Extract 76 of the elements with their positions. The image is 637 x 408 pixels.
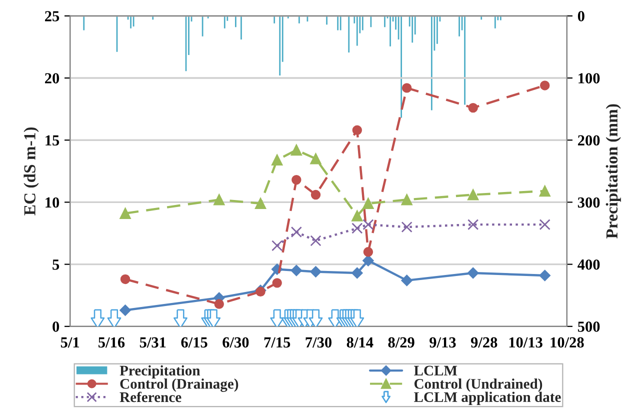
point	[120, 274, 130, 284]
x-tick-label: 7/30	[306, 337, 332, 348]
point	[402, 83, 412, 93]
point	[120, 304, 131, 316]
point	[401, 194, 412, 206]
point	[272, 278, 282, 288]
point	[292, 174, 302, 185]
legend-label: Control (Undrained)	[414, 378, 542, 392]
point	[352, 222, 363, 234]
point	[107, 309, 122, 326]
y-tick-label: 15	[46, 135, 60, 146]
y-tick-label: 5	[52, 260, 60, 270]
x-tick-label: 10/13	[509, 337, 542, 348]
point	[362, 198, 374, 210]
y2-axis-title: Precipitation (mm)	[606, 104, 621, 239]
legend-label: Control (Drainage)	[120, 378, 238, 392]
y-tick-label: 0	[52, 322, 60, 332]
point	[468, 219, 479, 230]
legend-label: Precipitation	[120, 365, 200, 379]
y-tick-label: 20	[45, 73, 60, 84]
point	[214, 299, 224, 309]
point	[272, 240, 283, 252]
legend-label: LCLM application date	[414, 392, 561, 405]
point	[174, 309, 188, 326]
x-tick-label: 5/16	[98, 337, 125, 348]
point	[290, 226, 302, 238]
point	[310, 190, 321, 200]
point	[310, 235, 322, 246]
point	[352, 267, 363, 279]
point	[308, 309, 323, 326]
point	[401, 221, 412, 233]
point	[467, 267, 479, 279]
y-tick-label: 25	[45, 11, 60, 22]
x-tick-label: 9/28	[470, 337, 498, 348]
x-tick-label: 10/28	[550, 337, 584, 348]
point	[468, 102, 478, 113]
y-axis-title: EC (dS m-1)	[24, 127, 39, 216]
x-tick-label: 8/29	[388, 337, 414, 348]
x-tick-label: 6/30	[222, 337, 249, 348]
point	[206, 309, 221, 326]
y2-tick-label: 300	[578, 197, 600, 208]
point	[401, 274, 412, 286]
point	[362, 219, 374, 230]
point	[254, 198, 266, 210]
point	[539, 219, 550, 230]
point	[270, 309, 284, 326]
point	[290, 144, 302, 156]
y2-tick-label: 200	[578, 135, 600, 146]
point	[540, 80, 550, 90]
y2-tick-label: 400	[578, 259, 600, 270]
x-tick-label: 8/14	[346, 337, 374, 348]
legend-label: LCLM	[414, 366, 458, 376]
point	[363, 247, 374, 257]
y2-tick-label: 500	[578, 322, 600, 332]
point	[272, 154, 283, 166]
point	[214, 194, 225, 206]
point	[310, 266, 322, 278]
x-tick-label: 5/31	[140, 337, 166, 348]
y2-tick-label: 100	[578, 73, 600, 84]
x-tick-label: 6/15	[181, 337, 208, 348]
point	[120, 208, 131, 219]
x-tick-label: 5/1	[60, 337, 80, 348]
y2-tick-label: 0	[578, 11, 584, 22]
point	[310, 153, 322, 164]
point	[352, 210, 363, 222]
point	[468, 189, 479, 200]
point	[290, 264, 302, 276]
x-tick-label: 9/13	[430, 337, 456, 348]
point	[539, 270, 550, 282]
x-tick-label: 7/15	[264, 337, 290, 348]
point	[90, 309, 105, 326]
legend-label: Reference	[120, 392, 182, 402]
point	[350, 309, 364, 326]
y-tick-label: 10	[46, 197, 60, 208]
point	[539, 185, 550, 197]
point	[352, 125, 362, 136]
